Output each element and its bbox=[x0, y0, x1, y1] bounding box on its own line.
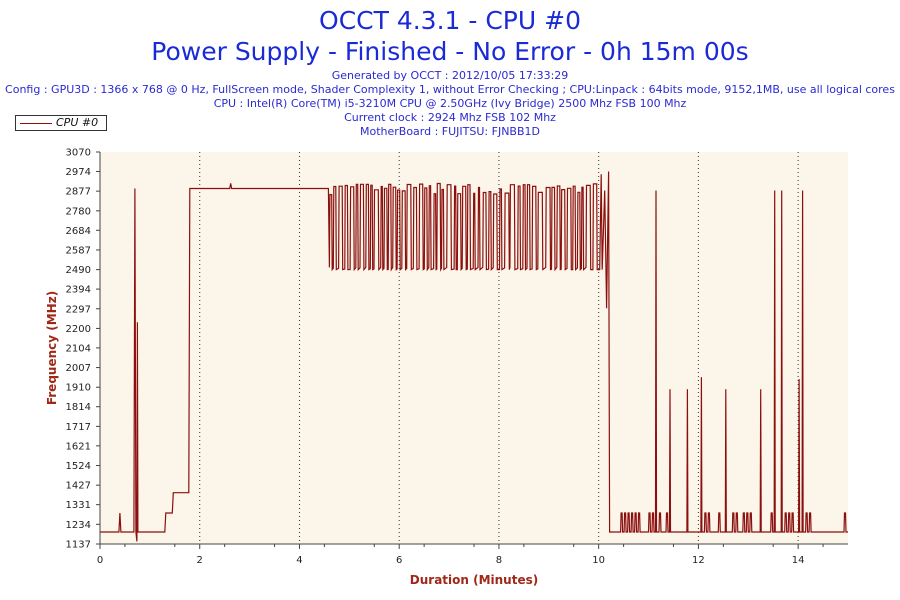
motherboard-info: MotherBoard : FUJITSU: FJNBB1D bbox=[359, 125, 540, 138]
y-tick-label: 2394 bbox=[66, 285, 91, 296]
y-tick-label: 1717 bbox=[66, 422, 91, 433]
chart-subtitle: Power Supply - Finished - No Error - 0h … bbox=[151, 37, 749, 66]
x-ticks: 0 2 4 6 8 10 12 14 bbox=[97, 544, 824, 566]
legend-label: CPU #0 bbox=[56, 116, 99, 129]
y-tick-label: 2684 bbox=[66, 226, 91, 237]
y-tick-label: 2007 bbox=[66, 363, 91, 374]
y-tick-label: 2587 bbox=[66, 245, 91, 256]
x-tick-label: 10 bbox=[592, 555, 605, 566]
x-tick-label: 4 bbox=[296, 555, 302, 566]
y-tick-label: 1621 bbox=[66, 441, 91, 452]
y-tick-label: 2200 bbox=[66, 324, 91, 335]
y-tick-label: 1524 bbox=[66, 461, 91, 472]
x-tick-label: 12 bbox=[692, 555, 705, 566]
y-tick-label: 2490 bbox=[66, 265, 91, 276]
legend: CPU #0 bbox=[15, 115, 107, 131]
y-tick-label: 2297 bbox=[66, 304, 91, 315]
cpu0-frequency-line bbox=[100, 171, 848, 542]
y-tick-label: 2104 bbox=[66, 343, 91, 354]
y-tick-label: 1910 bbox=[66, 383, 91, 394]
y-axis-label: Frequency (MHz) bbox=[45, 291, 59, 405]
y-ticks: 1137 1234 1331 1427 1524 1621 1717 1814 1910 2007… bbox=[66, 148, 100, 551]
chart-title: OCCT 4.3.1 - CPU #0 bbox=[319, 6, 581, 35]
legend-swatch bbox=[20, 123, 52, 124]
y-tick-label: 2877 bbox=[66, 187, 91, 198]
y-tick-label: 1137 bbox=[66, 540, 91, 551]
x-axis-label: Duration (Minutes) bbox=[410, 573, 538, 587]
grid-lines bbox=[199, 152, 799, 544]
y-tick-label: 1331 bbox=[66, 500, 91, 511]
y-tick-label: 2780 bbox=[66, 206, 91, 217]
y-tick-label: 3070 bbox=[66, 148, 91, 159]
y-tick-label: 1427 bbox=[66, 481, 91, 492]
y-tick-label: 2974 bbox=[66, 167, 91, 178]
generated-info: Generated by OCCT : 2012/10/05 17:33:29 bbox=[331, 69, 569, 82]
x-tick-label: 6 bbox=[396, 555, 402, 566]
x-tick-label: 14 bbox=[792, 555, 805, 566]
y-tick-label: 1814 bbox=[66, 402, 91, 413]
clock-info: Current clock : 2924 Mhz FSB 102 Mhz bbox=[344, 111, 556, 124]
y-tick-label: 1234 bbox=[66, 520, 91, 531]
config-info: Config : GPU3D : 1366 x 768 @ 0 Hz, Full… bbox=[5, 83, 895, 96]
x-tick-label: 0 bbox=[97, 555, 103, 566]
x-tick-label: 2 bbox=[197, 555, 203, 566]
cpu-info: CPU : Intel(R) Core(TM) i5-3210M CPU @ 2… bbox=[213, 97, 687, 110]
x-tick-label: 8 bbox=[496, 555, 502, 566]
series-cpu0 bbox=[100, 171, 848, 542]
